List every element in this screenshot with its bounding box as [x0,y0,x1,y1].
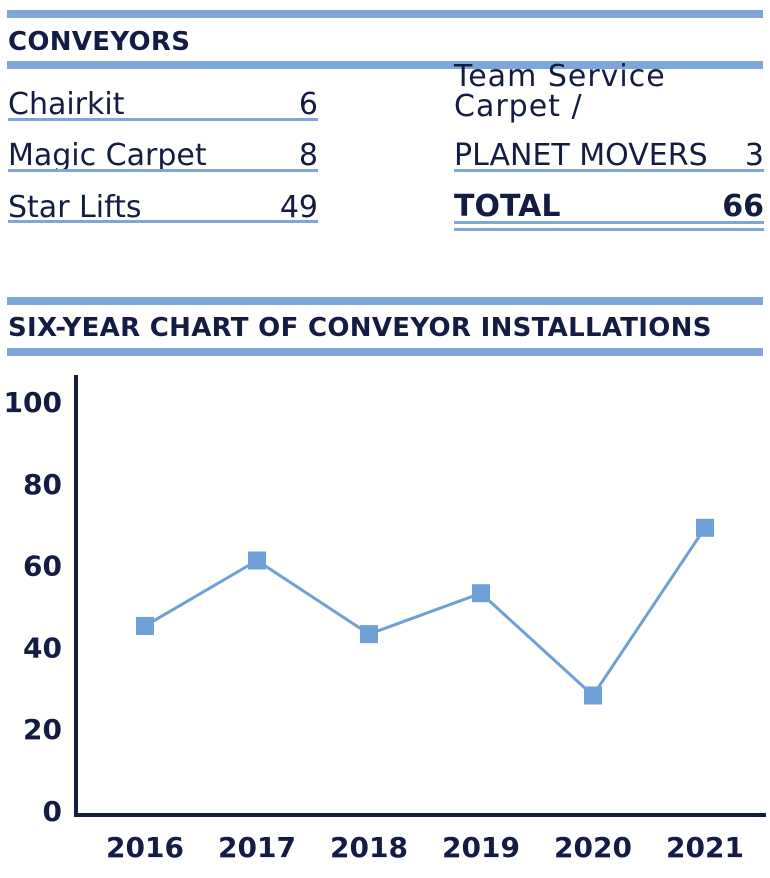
total-label: TOTAL [454,189,561,224]
row-divider [8,169,318,172]
conveyor-value: 6 [298,87,318,122]
y-tick-label: 20 [23,713,62,746]
y-tick-label: 0 [43,795,62,828]
x-tick-label: 2021 [666,831,744,864]
x-tick-label: 2017 [218,831,296,864]
total-divider-bottom [454,228,764,231]
data-point-2019 [472,584,490,603]
conveyor-name: Star Lifts [8,190,142,225]
y-tick-label: 40 [23,631,62,664]
x-tick-label: 2020 [554,831,632,864]
conveyors-heading-rule [7,61,763,69]
data-point-2021 [696,518,714,537]
line-chart: 0 20 40 60 80 100 2016 2017 2018 2019 2020 2021 [4,375,766,864]
conveyor-name: Team Service Carpet / [454,59,666,124]
series-line [144,526,707,698]
data-point-2020 [584,686,602,705]
conveyor-name: PLANET MOVERS [454,138,708,173]
y-tick-label: 80 [23,468,62,501]
y-tick-label: 100 [4,386,62,419]
data-point-2018 [360,625,378,644]
row-divider [8,220,318,223]
total-divider-top [454,221,764,224]
total-value: 66 [722,189,764,224]
conveyor-name: Chairkit [8,87,125,122]
y-tick-label: 60 [23,550,62,583]
conveyor-row-planet-movers: PLANET MOVERS 3 [454,125,764,171]
conveyor-row-magic-carpet: Magic Carpet 8 [8,125,318,171]
conveyor-value: 3 [744,138,764,173]
row-divider [454,169,764,172]
conveyor-row-team-service: Team Service Carpet / [454,62,764,122]
chart-top-rule [7,297,763,305]
chart-title-rule [7,348,763,356]
data-point-2017 [248,551,266,570]
conveyor-row-star-lifts: Star Lifts 49 [8,177,318,223]
conveyors-heading: CONVEYORS [8,27,191,57]
top-rule [7,10,763,18]
conveyor-value: 49 [279,190,318,225]
x-tick-label: 2016 [106,831,184,864]
conveyor-value: 8 [298,138,318,173]
data-point-2016 [136,616,154,635]
conveyor-row-chairkit: Chairkit 6 [8,74,318,120]
x-tick-label: 2019 [442,831,520,864]
chart-title: SIX-YEAR CHART OF CONVEYOR INSTALLATIONS [8,313,712,343]
conveyor-name: Magic Carpet [8,138,207,173]
row-divider [8,118,318,121]
total-row: TOTAL 66 [454,176,764,222]
x-tick-label: 2018 [330,831,408,864]
